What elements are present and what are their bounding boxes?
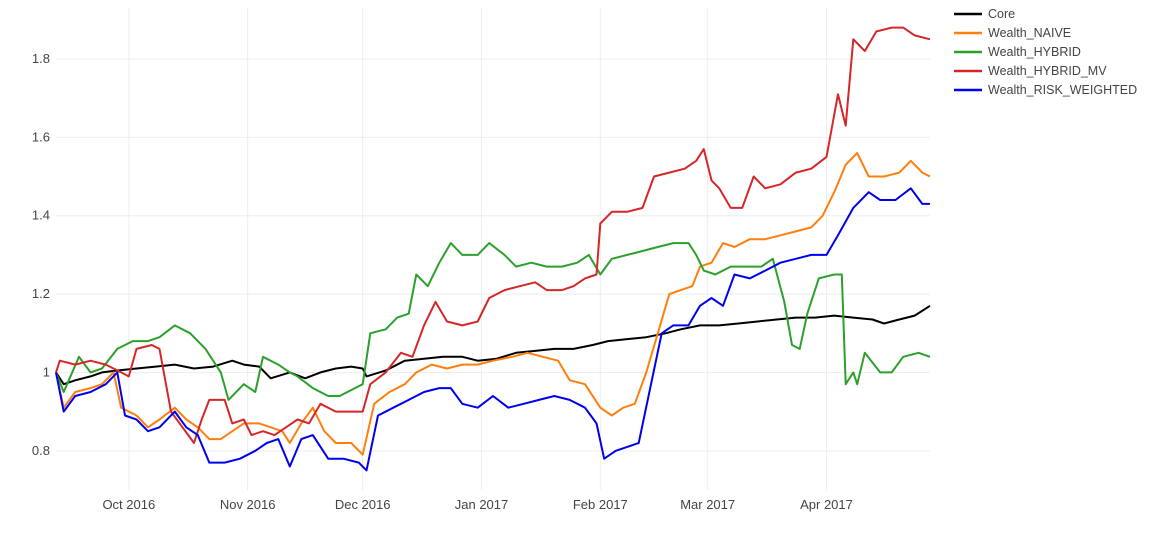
y-gridlines (56, 58, 930, 452)
legend-item-wealth-hybrid[interactable]: Wealth_HYBRID (954, 45, 1081, 59)
legend-label: Wealth_NAIVE (988, 26, 1071, 40)
x-tick-label: Dec 2016 (335, 497, 391, 512)
legend-label: Wealth_RISK_WEIGHTED (988, 83, 1137, 97)
y-tick-label: 1.8 (32, 51, 50, 66)
x-axis: Oct 2016 Nov 2016 Dec 2016 Jan 2017 Feb 2017… (102, 497, 852, 512)
x-tick-label: Feb 2017 (573, 497, 628, 512)
series-line-core (55, 304, 931, 386)
series-line-wealth-naive (55, 152, 931, 456)
y-tick-label: 1.6 (32, 129, 50, 144)
series-line-wealth-risk-weighted (55, 187, 930, 472)
y-tick-label: 1.4 (32, 208, 50, 223)
y-tick-label: 1 (43, 364, 50, 379)
x-tick-label: Mar 2017 (680, 497, 735, 512)
y-axis: 0.8 1 1.2 1.4 1.6 1.8 (32, 51, 50, 458)
x-tick-label: Apr 2017 (800, 497, 853, 512)
x-tick-label: Oct 2016 (102, 497, 155, 512)
x-tick-label: Jan 2017 (455, 497, 509, 512)
series-line-wealth-hybrid-mv (55, 26, 931, 444)
y-tick-label: 1.2 (32, 286, 50, 301)
legend-label: Wealth_HYBRID (988, 45, 1081, 59)
plot-area (55, 26, 931, 472)
x-gridlines (128, 8, 827, 490)
x-tick-label: Nov 2016 (220, 497, 276, 512)
legend[interactable]: Core Wealth_NAIVE Wealth_HYBRID Wealth_HYBR… (954, 7, 1137, 97)
series-line-wealth-hybrid (55, 242, 931, 401)
y-tick-label: 0.8 (32, 443, 50, 458)
legend-item-wealth-risk-weighted[interactable]: Wealth_RISK_WEIGHTED (954, 83, 1137, 97)
legend-item-core[interactable]: Core (954, 7, 1015, 21)
legend-item-wealth-hybrid-mv[interactable]: Wealth_HYBRID_MV (954, 64, 1107, 78)
legend-label: Core (988, 7, 1015, 21)
legend-label: Wealth_HYBRID_MV (988, 64, 1107, 78)
legend-item-wealth-naive[interactable]: Wealth_NAIVE (954, 26, 1071, 40)
